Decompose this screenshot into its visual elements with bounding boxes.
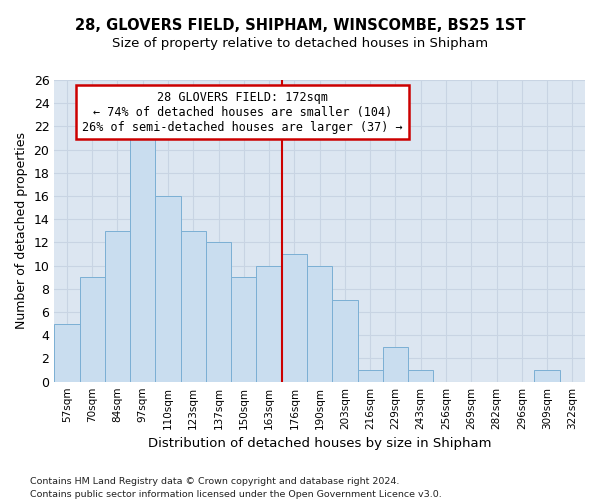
Y-axis label: Number of detached properties: Number of detached properties xyxy=(15,132,28,330)
X-axis label: Distribution of detached houses by size in Shipham: Distribution of detached houses by size … xyxy=(148,437,491,450)
Text: Contains HM Land Registry data © Crown copyright and database right 2024.: Contains HM Land Registry data © Crown c… xyxy=(30,478,400,486)
Text: 28 GLOVERS FIELD: 172sqm
← 74% of detached houses are smaller (104)
26% of semi-: 28 GLOVERS FIELD: 172sqm ← 74% of detach… xyxy=(82,90,403,134)
Text: 28, GLOVERS FIELD, SHIPHAM, WINSCOMBE, BS25 1ST: 28, GLOVERS FIELD, SHIPHAM, WINSCOMBE, B… xyxy=(75,18,525,32)
Bar xyxy=(408,370,433,382)
Text: Contains public sector information licensed under the Open Government Licence v3: Contains public sector information licen… xyxy=(30,490,442,499)
Bar xyxy=(256,266,282,382)
Bar xyxy=(383,347,408,382)
Text: Size of property relative to detached houses in Shipham: Size of property relative to detached ho… xyxy=(112,38,488,51)
Bar xyxy=(80,278,105,382)
Bar xyxy=(181,231,206,382)
Bar xyxy=(307,266,332,382)
Bar xyxy=(105,231,130,382)
Bar xyxy=(155,196,181,382)
Bar xyxy=(282,254,307,382)
Bar xyxy=(54,324,80,382)
Bar xyxy=(231,278,256,382)
Bar xyxy=(332,300,358,382)
Bar xyxy=(130,138,155,382)
Bar xyxy=(206,242,231,382)
Bar xyxy=(535,370,560,382)
Bar xyxy=(358,370,383,382)
